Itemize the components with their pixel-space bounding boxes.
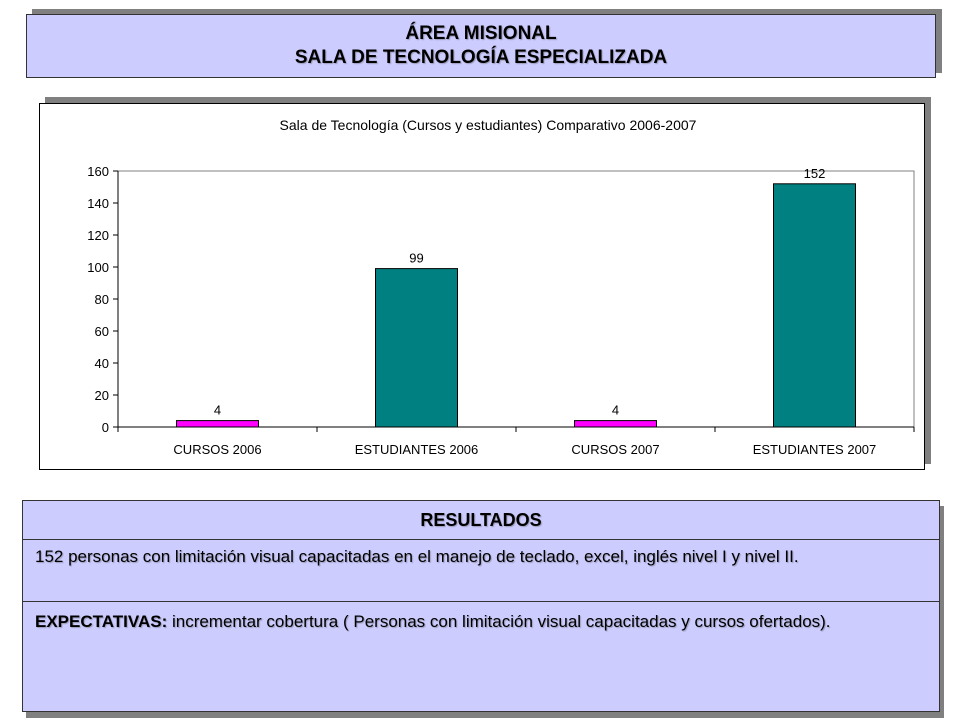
y-tick-label: 140 xyxy=(87,196,109,211)
header-panel: ÁREA MISIONAL SALA DE TECNOLOGÍA ESPECIA… xyxy=(26,14,936,78)
x-tick-label: ESTUDIANTES 2007 xyxy=(753,442,877,457)
y-tick-label: 160 xyxy=(87,164,109,179)
bar xyxy=(773,183,856,428)
expectations-text: incrementar cobertura ( Personas con lim… xyxy=(167,612,831,631)
header-title: ÁREA MISIONAL xyxy=(405,23,557,44)
data-label: 4 xyxy=(214,403,221,418)
bar xyxy=(375,268,458,428)
data-label: 99 xyxy=(409,251,423,266)
y-tick-label: 40 xyxy=(95,356,109,371)
y-tick-label: 20 xyxy=(95,388,109,403)
y-tick-label: 60 xyxy=(95,324,109,339)
y-tick-label: 80 xyxy=(95,292,109,307)
y-tick-label: 100 xyxy=(87,260,109,275)
x-tick-label: ESTUDIANTES 2006 xyxy=(355,442,479,457)
x-tick-label: CURSOS 2007 xyxy=(571,442,659,457)
data-label: 4 xyxy=(612,403,619,418)
results-panel: RESULTADOS 152 personas con limitación v… xyxy=(22,500,940,712)
header-subtitle: SALA DE TECNOLOGÍA ESPECIALIZADA xyxy=(294,47,668,68)
bar xyxy=(176,420,259,428)
bar-chart: Sala de Tecnología (Cursos y estudiantes… xyxy=(87,117,915,457)
results-title: RESULTADOS xyxy=(23,501,939,540)
bar xyxy=(574,420,657,428)
data-label: 152 xyxy=(804,166,826,181)
expectations-label: EXPECTATIVAS: xyxy=(35,612,168,631)
chart-frame: Sala de Tecnología (Cursos y estudiantes… xyxy=(39,103,925,470)
expectations: EXPECTATIVAS: incrementar cobertura ( Pe… xyxy=(23,602,939,632)
results-body: 152 personas con limitación visual capac… xyxy=(23,540,939,602)
x-tick-label: CURSOS 2006 xyxy=(173,442,261,457)
chart-title: Sala de Tecnología (Cursos y estudiantes… xyxy=(280,117,697,133)
y-tick-label: 0 xyxy=(102,420,109,435)
y-tick-label: 120 xyxy=(87,228,109,243)
